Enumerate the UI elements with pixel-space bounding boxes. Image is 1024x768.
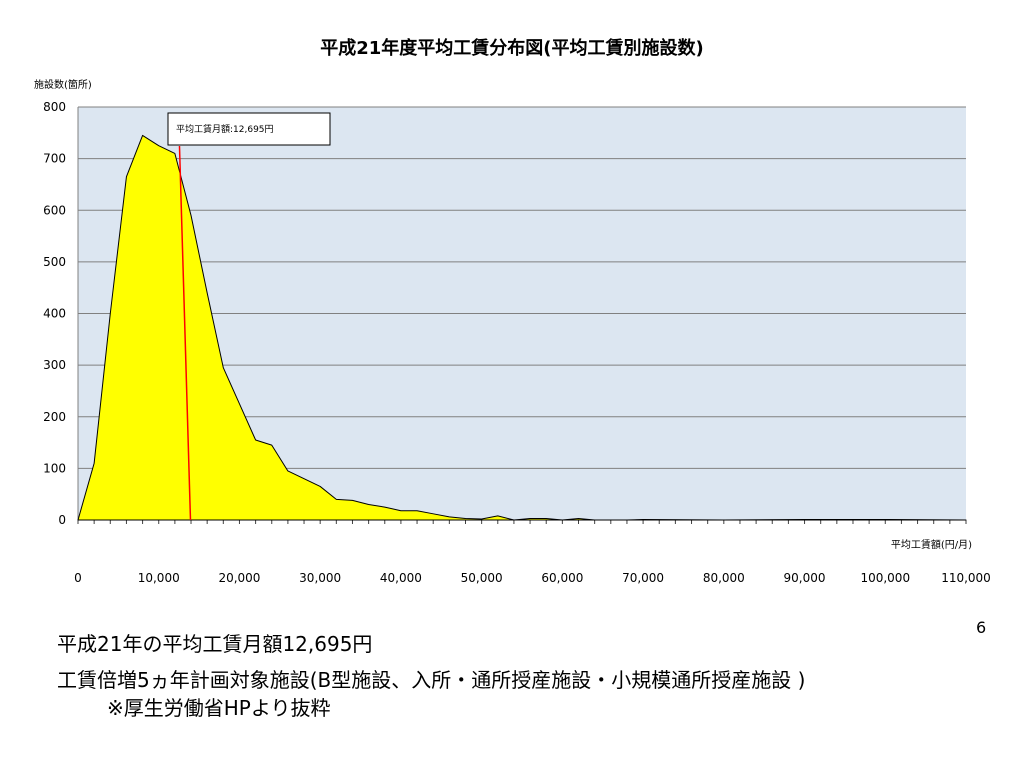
x-tick-label: 20,000 — [218, 571, 260, 585]
x-tick-label: 100,000 — [860, 571, 910, 585]
y-tick-label: 400 — [43, 307, 66, 321]
x-minor-ticks — [77, 520, 967, 524]
x-axis-title: 平均工賃額(円/月) — [891, 538, 972, 551]
caption-source: ※厚生労働省HPより抜粋 — [107, 696, 331, 720]
x-tick-label: 60,000 — [541, 571, 583, 585]
caption-average-wage: 平成21年の平均工賃月額12,695円 — [57, 632, 373, 656]
distribution-chart: 施設数(箇所) 0 100 200 300 400 500 600 700 800 0 10,00… — [34, 78, 991, 585]
x-tick-label: 80,000 — [703, 571, 745, 585]
y-tick-labels: 0 100 200 300 400 500 600 700 800 — [43, 100, 66, 527]
x-tick-label: 110,000 — [941, 571, 991, 585]
x-tick-label: 90,000 — [784, 571, 826, 585]
y-tick-label: 100 — [43, 461, 66, 475]
x-tick-labels: 0 10,000 20,000 30,000 40,000 50,000 60,000 70,… — [74, 571, 991, 585]
slide-title: 平成21年度平均工賃分布図(平均工賃別施設数) — [320, 38, 704, 59]
x-tick-label: 50,000 — [461, 571, 503, 585]
x-tick-label: 70,000 — [622, 571, 664, 585]
x-tick-label: 30,000 — [299, 571, 341, 585]
distribution-area — [77, 134, 967, 521]
x-tick-label: 40,000 — [380, 571, 422, 585]
y-tick-label: 700 — [43, 152, 66, 166]
y-tick-label: 500 — [43, 255, 66, 269]
y-axis-title: 施設数(箇所) — [34, 78, 92, 91]
average-annotation-box — [167, 112, 331, 146]
caption-target-facilities: 工賃倍増5ヵ年計画対象施設(B型施設、入所・通所授産施設・小規模通所授産施設 ) — [57, 668, 806, 692]
y-tick-label: 600 — [43, 203, 66, 217]
average-wage-line — [178, 145, 192, 521]
y-tick-label: 300 — [43, 358, 66, 372]
average-annotation-label: 平均工賃月額:12,695円 — [176, 123, 274, 135]
y-tick-label: 800 — [43, 100, 66, 114]
y-tick-label: 0 — [58, 513, 66, 527]
x-tick-label: 10,000 — [138, 571, 180, 585]
x-tick-label: 0 — [74, 571, 82, 585]
page-number: 6 — [976, 618, 987, 637]
y-tick-label: 200 — [43, 410, 66, 424]
